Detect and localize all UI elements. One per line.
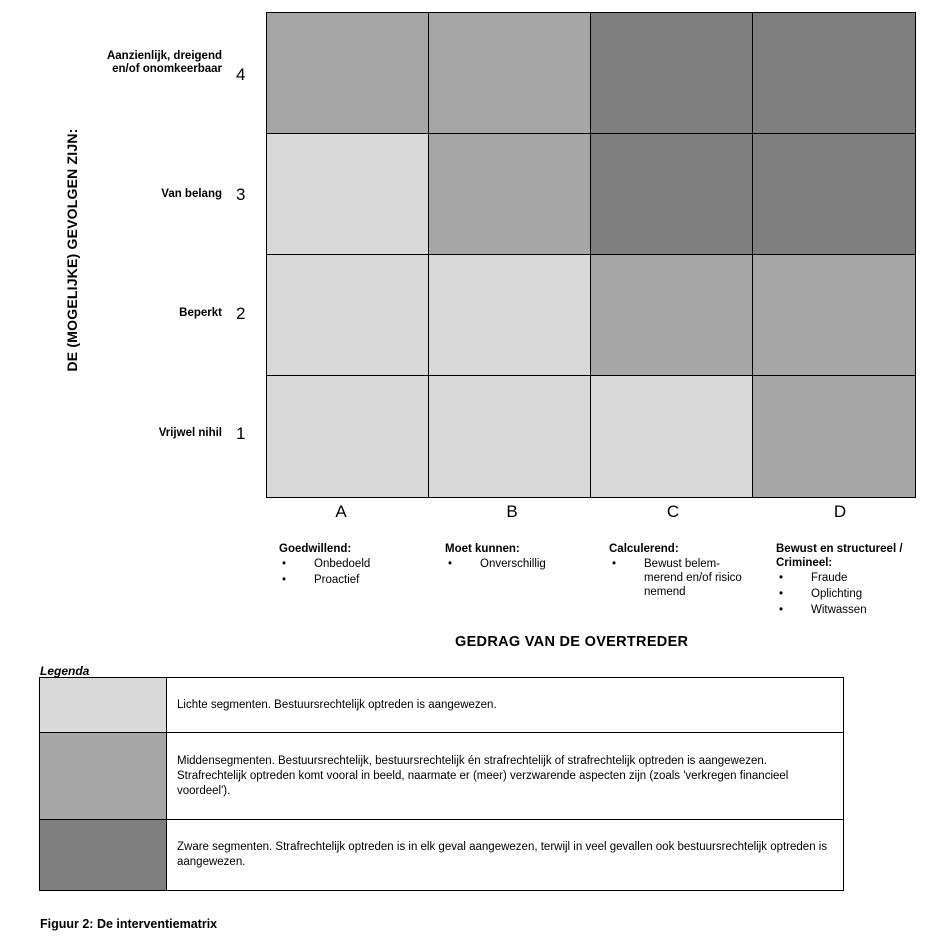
column-letter-c: C xyxy=(666,502,680,521)
matrix-cell-1-c xyxy=(591,376,753,497)
matrix-cell-2-c xyxy=(591,255,753,376)
matrix-cell-3-a xyxy=(267,134,429,255)
row-label-3: Van belang xyxy=(161,188,222,200)
matrix-cell-1-a xyxy=(267,376,429,497)
row-number-2: 2 xyxy=(236,304,246,323)
matrix-cell-4-c xyxy=(591,13,753,134)
behaviour-b-list: Onverschillig xyxy=(445,557,595,571)
legend-table: Lichte segmenten. Bestuursrechtelijk opt… xyxy=(39,677,844,891)
behaviour-a-list: Onbedoeld Proactief xyxy=(279,557,429,587)
matrix-cell-3-b xyxy=(429,134,591,255)
legend-swatch-light xyxy=(39,677,167,733)
behaviour-d-title: Bewust en structureel / Crimineel: xyxy=(776,543,903,569)
behaviour-d-item: Witwassen xyxy=(776,603,934,617)
behaviour-c-list: Bewust belem-merend en/of risico nemend xyxy=(609,557,754,599)
matrix-cell-3-c xyxy=(591,134,753,255)
matrix-cell-4-a xyxy=(267,13,429,134)
behaviour-a-item: Onbedoeld xyxy=(279,557,429,571)
legend-row-heavy: Zware segmenten. Strafrechtelijk optrede… xyxy=(39,819,844,891)
legend-text-light: Lichte segmenten. Bestuursrechtelijk opt… xyxy=(166,677,844,733)
legend-swatch-heavy xyxy=(39,819,167,891)
matrix-cell-1-d xyxy=(753,376,915,497)
row-label-2: Beperkt xyxy=(179,307,222,319)
column-letter-d: D xyxy=(833,502,847,521)
matrix-cell-4-b xyxy=(429,13,591,134)
legend-text-mid: Middensegmenten. Bestuursrechtelijk, bes… xyxy=(166,732,844,820)
row-label-1: Vrijwel nihil xyxy=(158,427,222,439)
behaviour-b-title: Moet kunnen: xyxy=(445,543,520,555)
legend-text-heavy: Zware segmenten. Strafrechtelijk optrede… xyxy=(166,819,844,891)
behaviour-d: Bewust en structureel / Crimineel: Fraud… xyxy=(776,542,934,617)
row-label-4: Aanzienlijk, dreigend en/of onomkeerbaar xyxy=(104,50,222,76)
behaviour-a: Goedwillend: Onbedoeld Proactief xyxy=(279,542,429,587)
row-number-3: 3 xyxy=(236,185,246,204)
matrix-cell-4-d xyxy=(753,13,915,134)
behaviour-c-item: Bewust belem-merend en/of risico nemend xyxy=(609,557,744,599)
matrix-cell-1-b xyxy=(429,376,591,497)
behaviour-d-item: Oplichting xyxy=(776,587,934,601)
intervention-matrix xyxy=(266,12,916,498)
legend-row-mid: Middensegmenten. Bestuursrechtelijk, bes… xyxy=(39,732,844,820)
matrix-cell-2-b xyxy=(429,255,591,376)
behaviour-c: Calculerend: Bewust belem-merend en/of r… xyxy=(609,542,754,599)
matrix-cell-3-d xyxy=(753,134,915,255)
behaviour-a-title: Goedwillend: xyxy=(279,543,352,555)
behaviour-d-list: Fraude Oplichting Witwassen xyxy=(776,571,934,617)
behaviour-d-item: Fraude xyxy=(776,571,934,585)
row-label-4-text: Aanzienlijk, dreigend en/of onomkeerbaar xyxy=(106,50,222,75)
behaviour-b: Moet kunnen: Onverschillig xyxy=(445,542,595,571)
row-number-4: 4 xyxy=(236,65,246,84)
y-axis-title-text: DE (MOGELIJKE) GEVOLGEN ZIJN: xyxy=(64,128,80,372)
legend-swatch-mid xyxy=(39,732,167,820)
legend-row-light: Lichte segmenten. Bestuursrechtelijk opt… xyxy=(39,677,844,733)
behaviour-b-item: Onverschillig xyxy=(445,557,595,571)
behaviour-c-title: Calculerend: xyxy=(609,543,679,555)
column-letter-b: B xyxy=(506,502,518,521)
matrix-cell-2-d xyxy=(753,255,915,376)
legend-title: Legenda xyxy=(40,664,90,678)
x-axis-title: GEDRAG VAN DE OVERTREDER xyxy=(455,634,689,650)
matrix-cell-2-a xyxy=(267,255,429,376)
figure-caption: Figuur 2: De interventiematrix xyxy=(40,917,218,931)
behaviour-a-item: Proactief xyxy=(279,573,429,587)
column-letter-a: A xyxy=(335,502,347,521)
row-number-1: 1 xyxy=(236,424,246,443)
